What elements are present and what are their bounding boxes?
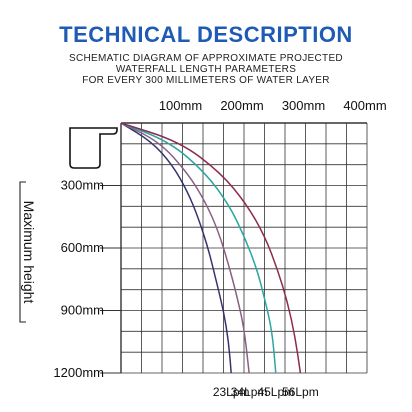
series-lines bbox=[120, 122, 302, 374]
y-tick-label: 900mm bbox=[61, 303, 104, 318]
subtitle-line-2: WATERFALL LENGTH PARAMETERS bbox=[115, 64, 297, 75]
series-label: 34Lpm bbox=[231, 385, 268, 399]
y-axis-label: Maximum height bbox=[21, 201, 37, 304]
x-tick-label: 400mm bbox=[343, 98, 386, 113]
subtitle-line-3: FOR EVERY 300 MILLIMETERS OF WATER LAYER bbox=[82, 75, 330, 86]
x-tick-label: 200mm bbox=[220, 98, 263, 113]
series-label: 45Lpm bbox=[257, 385, 294, 399]
waterfall-spout-icon bbox=[69, 127, 118, 169]
series-label: 56Lpm bbox=[282, 385, 319, 399]
y-tick-label: 1200mm bbox=[53, 365, 104, 380]
y-axis-label-bracket bbox=[19, 181, 26, 323]
chart-grid bbox=[100, 122, 368, 374]
x-tick-labels: 100mm 200mm 300mm 400mm bbox=[159, 98, 387, 113]
series-line-45lpm bbox=[120, 122, 277, 374]
series-line-34lpm bbox=[120, 122, 250, 374]
series-label: 23Lpm bbox=[213, 385, 250, 399]
x-tick-label: 300mm bbox=[282, 98, 325, 113]
y-tick-labels: 300mm 600mm 900mm 1200mm bbox=[53, 178, 104, 381]
y-tick-label: 600mm bbox=[61, 240, 104, 255]
y-axis-label-group: Maximum height bbox=[19, 181, 37, 323]
y-tick-label: 300mm bbox=[61, 178, 104, 193]
x-tick-label: 100mm bbox=[159, 98, 202, 113]
page-title: TECHNICAL DESCRIPTION bbox=[59, 22, 353, 47]
subtitle-line-1: SCHEMATIC DIAGRAM OF APPROXIMATE PROJECT… bbox=[69, 53, 343, 64]
series-line-56lpm bbox=[120, 122, 302, 374]
series-line-23lpm bbox=[120, 122, 232, 374]
